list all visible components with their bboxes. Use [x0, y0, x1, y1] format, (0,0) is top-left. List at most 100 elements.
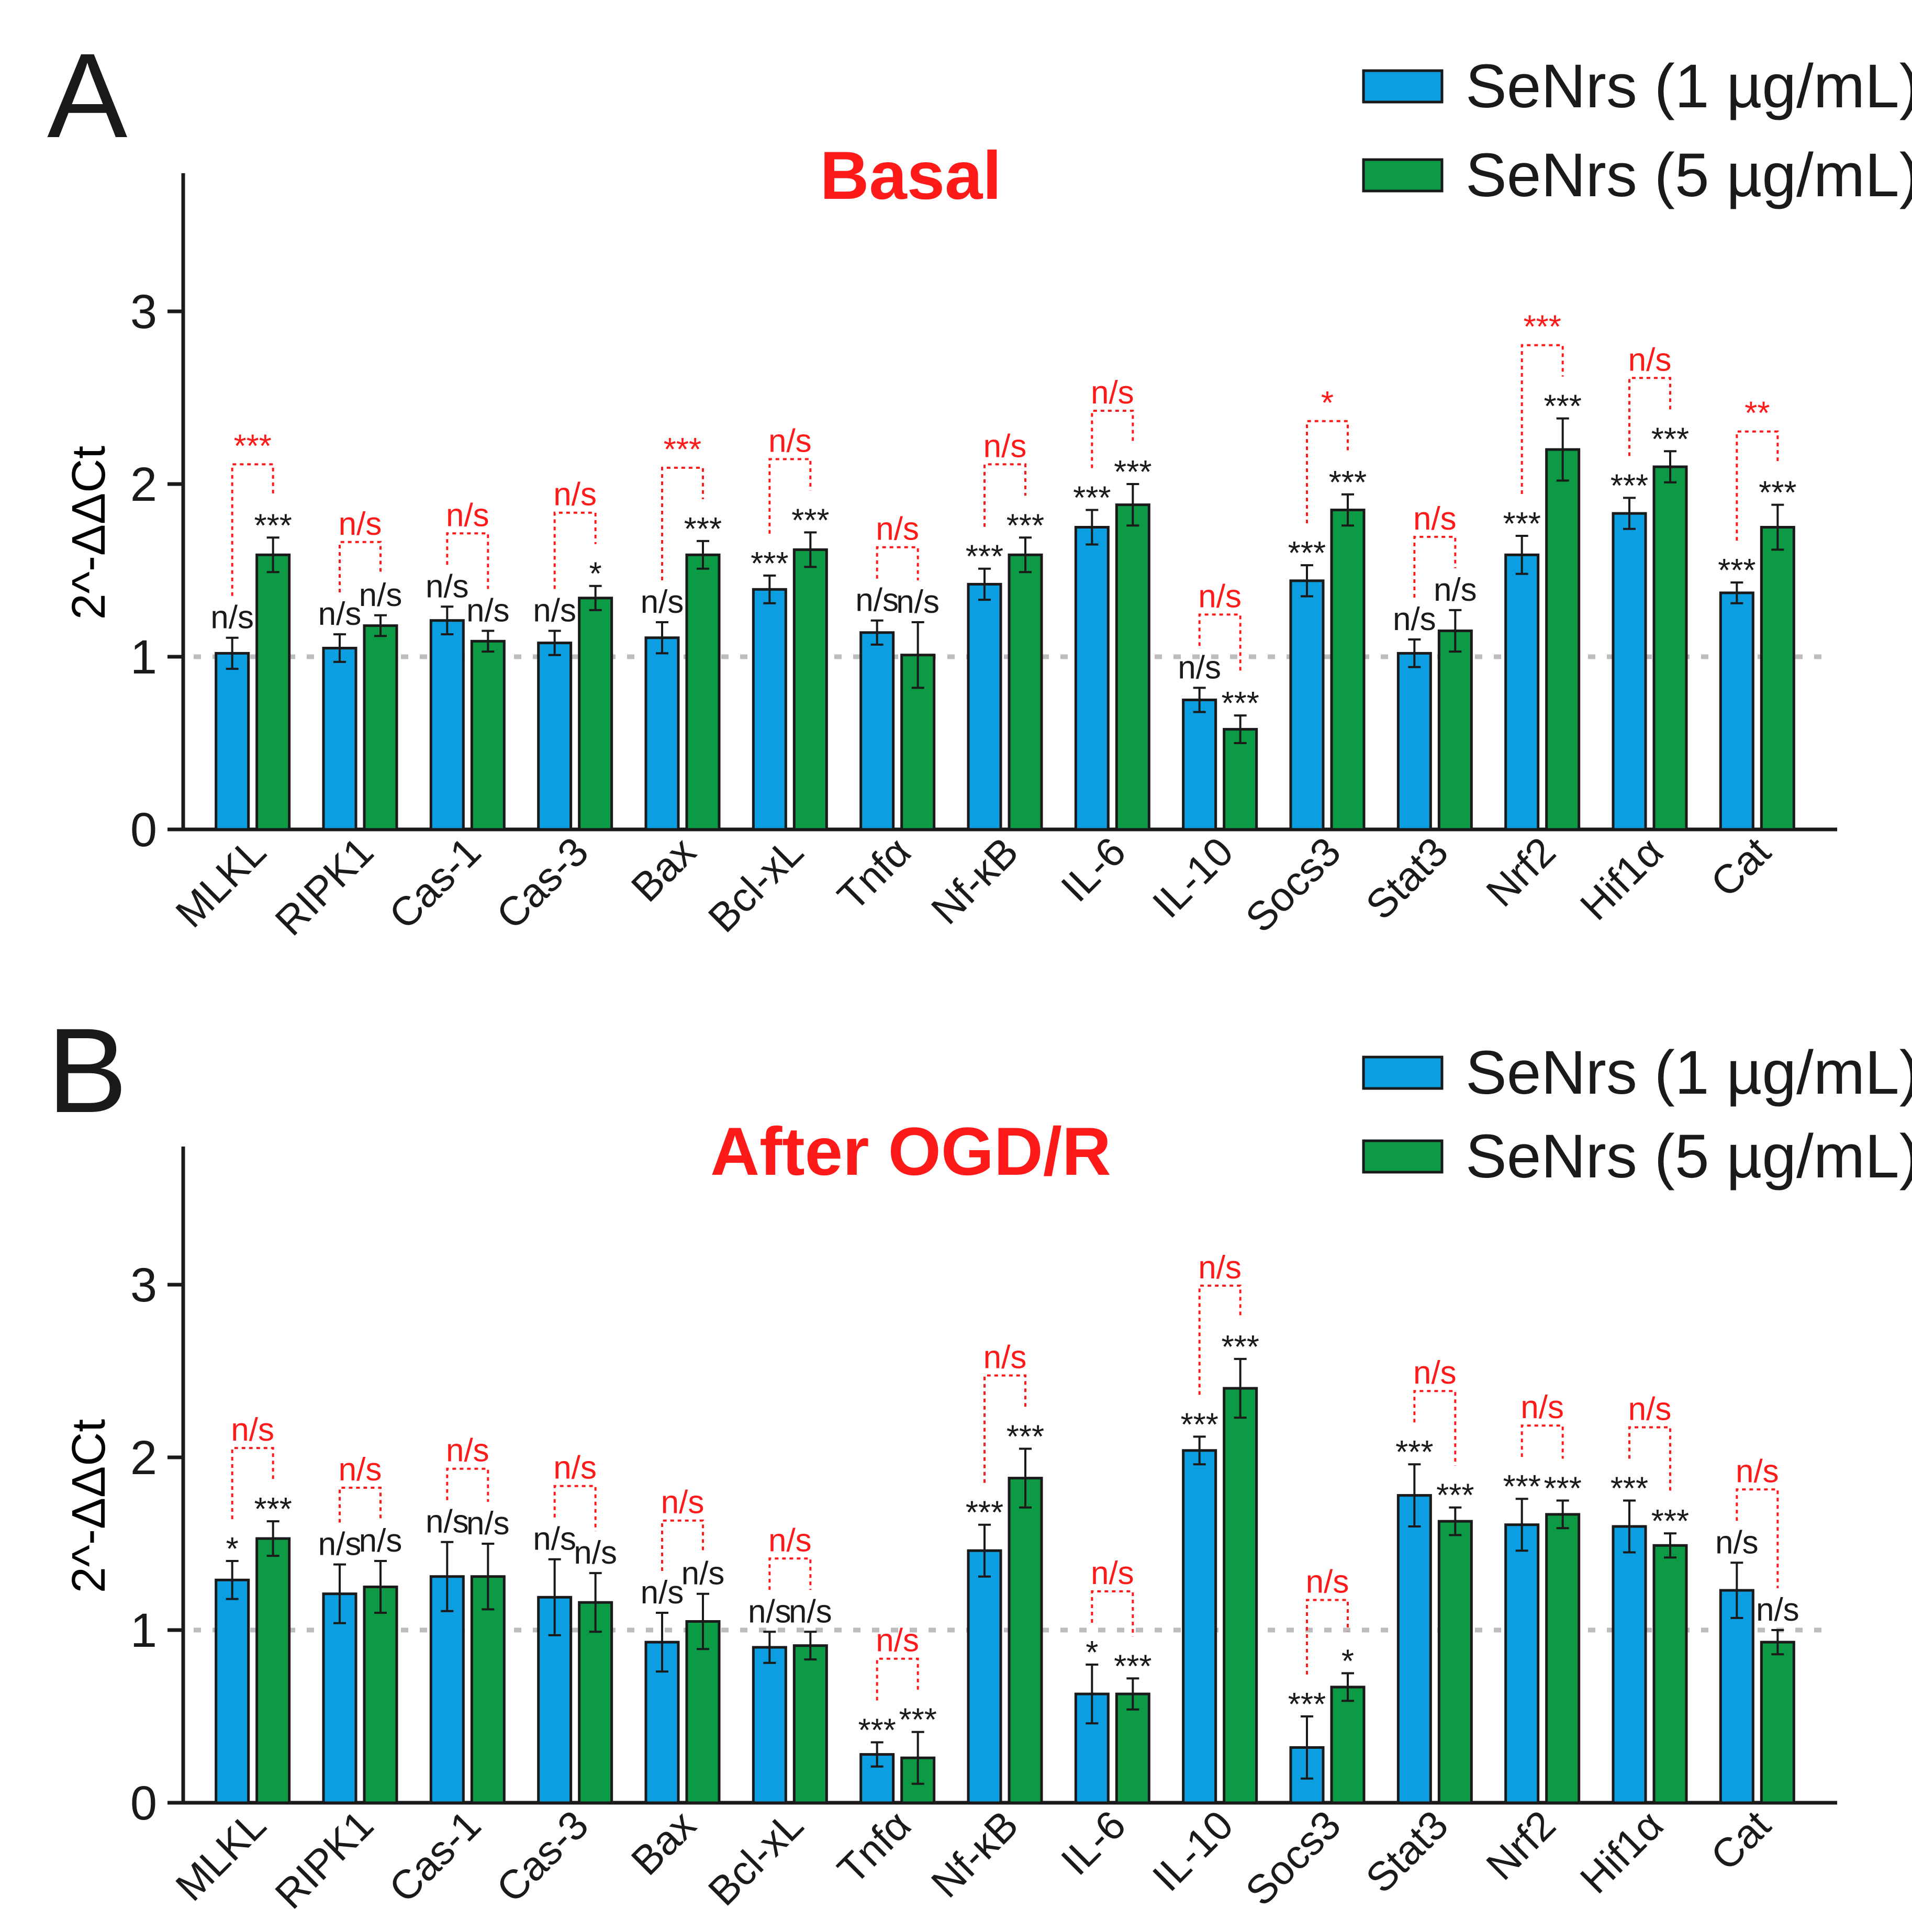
x-tick-label: Socs3	[1236, 828, 1349, 941]
significance-label: ***	[1503, 506, 1540, 542]
x-tick-label: RIPK1	[266, 828, 382, 945]
panel-b: B After OGD/R SeNrs (1 µg/mL) SeNrs (5 µg/m…	[47, 1003, 1912, 1917]
legend-label-2: SeNrs (5 µg/mL)	[1466, 1122, 1912, 1191]
comparison-bracket	[768, 458, 812, 534]
x-tick-label: Bcl-xL	[699, 1802, 812, 1914]
significance-label: ***	[254, 508, 292, 544]
x-tick-label: Nf-κB	[922, 1802, 1027, 1906]
comparison-label: n/s	[768, 1522, 812, 1558]
significance-label: ***	[1329, 465, 1367, 501]
bar-2-MLKL	[255, 553, 291, 831]
significance-label: n/s	[1715, 1524, 1759, 1560]
x-tick-label: Nrf2	[1477, 1802, 1564, 1889]
significance-label: ***	[1503, 1469, 1540, 1505]
legend-label-1: SeNrs (1 µg/mL)	[1466, 1038, 1912, 1107]
significance-label: ***	[899, 1702, 936, 1738]
bar-1-Nrf2	[1504, 553, 1540, 831]
x-tick-label: Socs3	[1236, 1802, 1349, 1915]
bar-2-Bcl-xL	[792, 548, 828, 831]
significance-label: n/s	[359, 577, 402, 613]
legend-swatch-2	[1362, 1139, 1444, 1174]
bar-1-Socs3	[1289, 579, 1325, 831]
significance-label: ***	[1395, 1434, 1433, 1470]
significance-label: n/s	[359, 1523, 402, 1559]
comparison-bracket	[1736, 1488, 1779, 1588]
significance-label: n/s	[1756, 1592, 1799, 1628]
comparison-label: n/s	[983, 1340, 1027, 1376]
panel-a: A Basal SeNrs (1 µg/mL) SeNrs (5 µg/mL) 0 1 2 3…	[47, 28, 1912, 944]
comparison-bracket	[1413, 535, 1457, 598]
bar-2-Cat	[1760, 1641, 1795, 1804]
bar-1-MLKL	[215, 652, 250, 831]
significance-label: n/s	[210, 600, 254, 636]
panel-title: After OGD/R	[710, 1113, 1111, 1189]
bar-1-Bax	[644, 636, 680, 831]
comparison-label: *	[1321, 385, 1334, 421]
comparison-label: n/s	[1413, 1355, 1457, 1391]
significance-label: ***	[1651, 1503, 1689, 1540]
comparison-label: n/s	[1091, 375, 1134, 411]
x-tick-label: IL-10	[1144, 1802, 1242, 1900]
comparison-label: ***	[664, 432, 701, 468]
bar-1-RIPK1	[322, 647, 357, 831]
significance-label: n/s	[466, 1506, 510, 1542]
comparison-label: n/s	[768, 423, 812, 459]
significance-label: n/s	[318, 1526, 362, 1563]
bar-2-RIPK1	[363, 1586, 398, 1804]
comparison-bracket	[446, 1467, 489, 1502]
x-tick-label: Nf-κB	[922, 828, 1027, 933]
x-tick-label: MLKL	[166, 1802, 274, 1909]
significance-label: n/s	[533, 593, 576, 629]
significance-label: ***	[1114, 454, 1151, 490]
bar-1-Nf-κB	[967, 582, 1002, 831]
significance-label: ***	[254, 1491, 292, 1527]
significance-label: ***	[1436, 1478, 1474, 1514]
x-tick-label: IL-6	[1052, 828, 1134, 911]
significance-label: n/s	[1434, 572, 1477, 608]
x-tick-label: IL-6	[1052, 1802, 1134, 1884]
x-tick-label: Hif1α	[1571, 1802, 1672, 1902]
bar-1-Hif1α	[1612, 512, 1647, 831]
significance-label: ***	[1073, 480, 1111, 516]
significance-label: ***	[1611, 468, 1648, 504]
comparison-bracket	[1198, 1284, 1242, 1395]
comparison-label: n/s	[1198, 1250, 1242, 1286]
comparison-bracket	[661, 466, 704, 580]
comparison-bracket	[983, 463, 1026, 527]
significance-label: ***	[1611, 1471, 1648, 1507]
x-tick-label: Nrf2	[1477, 828, 1564, 915]
comparison-label: **	[1745, 396, 1770, 432]
y-axis-label: 2^-ΔΔCt	[63, 1419, 115, 1593]
comparison-bracket	[1628, 1426, 1671, 1492]
significance-label: n/s	[641, 1575, 684, 1611]
comparison-bracket	[339, 541, 382, 593]
significance-label: ***	[1007, 508, 1044, 544]
comparison-label: n/s	[339, 1452, 382, 1488]
significance-label: n/s	[318, 596, 362, 632]
legend-swatch-2	[1362, 158, 1444, 193]
bar-2-IL-10	[1223, 728, 1258, 831]
x-tick-label: Tnfα	[829, 828, 920, 919]
significance-label: *	[1341, 1644, 1354, 1680]
bar-1-Bcl-xL	[752, 1646, 787, 1804]
comparison-bracket	[339, 1487, 382, 1523]
comparison-label: n/s	[1628, 342, 1672, 378]
y-tick-label: 1	[130, 631, 157, 684]
x-tick-label: Cat	[1702, 1802, 1779, 1879]
significance-label: ***	[1544, 389, 1581, 425]
comparison-bracket	[768, 1557, 812, 1590]
x-tick-label: Stat3	[1357, 1802, 1457, 1902]
bar-2-Bax	[685, 553, 721, 831]
bar-2-Nrf2	[1545, 1513, 1581, 1804]
bar-2-Socs3	[1330, 509, 1366, 831]
bar-2-Bax	[685, 1620, 721, 1804]
bar-2-Stat3	[1437, 630, 1473, 831]
significance-label: ***	[1651, 421, 1689, 457]
significance-label: ***	[1221, 1329, 1259, 1365]
significance-label: ***	[1114, 1648, 1151, 1684]
significance-label: ***	[791, 502, 829, 538]
y-tick-label: 2	[130, 458, 157, 511]
comparison-label: n/s	[983, 428, 1027, 464]
x-tick-label: Bax	[622, 828, 705, 911]
